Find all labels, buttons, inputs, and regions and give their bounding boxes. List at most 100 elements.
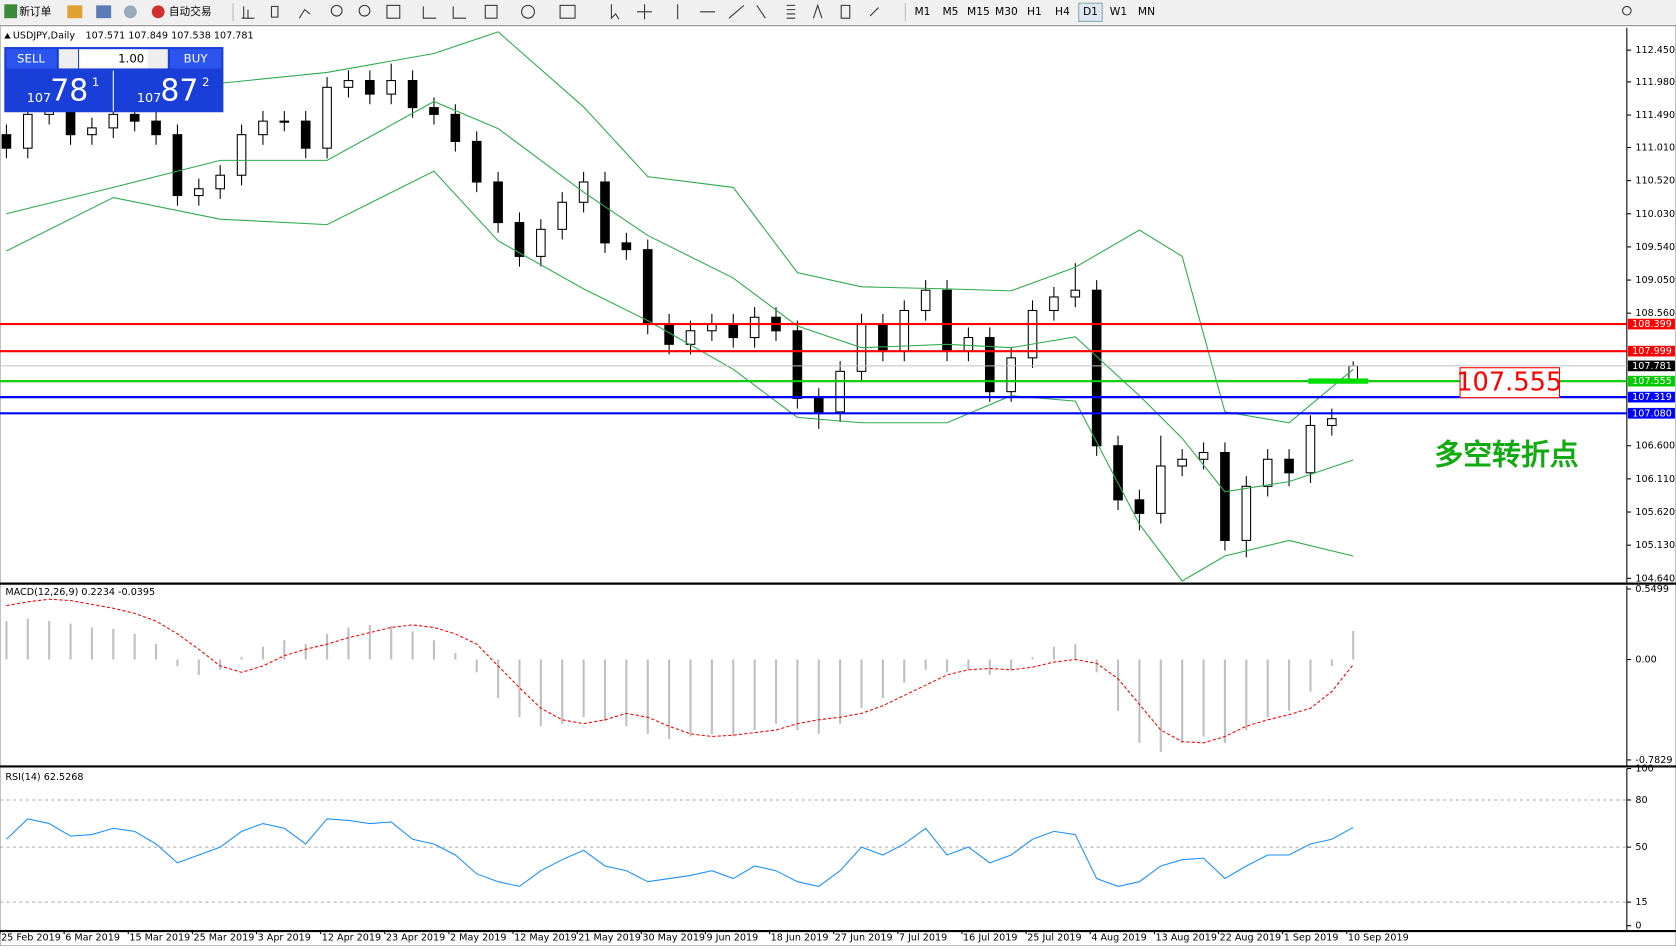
ask-small[interactable]: 2: [202, 75, 209, 89]
candle-body: [835, 370, 845, 413]
candle-body: [942, 289, 952, 352]
candle-body: [514, 222, 525, 257]
bid-small[interactable]: 1: [92, 75, 99, 89]
ask-big[interactable]: 107: [137, 91, 161, 106]
bid-main[interactable]: 78: [50, 73, 88, 108]
toolbar-bg: [0, 0, 1676, 25]
timeframe[interactable]: W1: [1110, 5, 1127, 18]
y-tick-label: 0.5499: [1635, 584, 1669, 595]
candle-body: [1113, 445, 1123, 501]
buy-button[interactable]: [169, 49, 222, 69]
macd-bar: [1010, 659, 1013, 670]
timeframe[interactable]: M1: [914, 5, 930, 18]
candle-body: [129, 113, 140, 122]
level-label-bg: [1627, 375, 1675, 387]
auto-trading-icon[interactable]: [151, 5, 165, 19]
macd-bar: [5, 621, 8, 660]
macd-bar: [1202, 659, 1205, 737]
y-tick-label: 111.490: [1635, 110, 1675, 121]
x-tick-label: 25 Feb 2019: [1, 932, 61, 943]
timeframe[interactable]: M5: [942, 5, 958, 18]
auto-trading[interactable]: 自动交易: [169, 5, 212, 18]
timeframe[interactable]: H1: [1027, 5, 1042, 18]
timeframe[interactable]: MN: [1138, 5, 1155, 18]
macd-bar: [154, 644, 158, 660]
macd-bar: [839, 659, 842, 724]
y-tick-label: 111.980: [1635, 77, 1675, 88]
candle-body: [1134, 499, 1145, 514]
cursor-icon[interactable]: [610, 4, 620, 20]
toolbar-icon[interactable]: [96, 5, 112, 19]
y-tick-label: 100: [1635, 764, 1653, 775]
bid-big[interactable]: 107: [27, 91, 51, 106]
tool-icon[interactable]: [270, 5, 279, 18]
bollinger-lower: [6, 170, 1354, 582]
tool-icon[interactable]: [677, 4, 766, 20]
y-tick-label: 105.130: [1635, 540, 1675, 551]
macd-bar: [817, 659, 820, 734]
timeframe[interactable]: M15: [967, 5, 990, 18]
buy-label[interactable]: BUY: [184, 51, 209, 65]
annotation: 多空转折点: [1434, 437, 1578, 471]
tool-icon[interactable]: [330, 4, 343, 17]
sell-button[interactable]: [6, 49, 57, 69]
macd-bar: [26, 618, 29, 660]
macd-bar: [1052, 646, 1055, 660]
active-timeframe[interactable]: [1078, 2, 1103, 22]
tool-icon[interactable]: [521, 4, 535, 19]
crosshair-icon[interactable]: [637, 4, 653, 20]
x-tick-label: 13 Aug 2019: [1155, 932, 1217, 943]
toolbar: 新订单 自动交易 M1 M5 M15 M30 H1 H4 D1 W1 MN: [0, 0, 1676, 25]
lot-size[interactable]: 1.00: [118, 51, 144, 65]
candle-body: [1049, 296, 1059, 312]
new-order-icon[interactable]: [4, 4, 18, 19]
tool-icon[interactable]: [422, 6, 467, 19]
series-group: [5, 598, 1355, 752]
tool-icon[interactable]: [241, 6, 255, 19]
x-tick-label: 25 Jul 2019: [1027, 932, 1081, 943]
lot-input[interactable]: [79, 49, 149, 69]
rsi-title: RSI(14) 62.5268: [5, 772, 83, 783]
tool-icon[interactable]: [298, 8, 311, 19]
tool-icon[interactable]: [358, 4, 371, 17]
macd-bar: [1074, 644, 1077, 660]
toolbar-icon[interactable]: [67, 5, 83, 19]
y-tick-label: 109.540: [1635, 242, 1675, 253]
chart-title: USDJPY,Daily: [13, 30, 76, 41]
ask-main[interactable]: 87: [160, 73, 198, 108]
tool-icon[interactable]: [559, 4, 576, 19]
bollinger-upper: [6, 31, 1354, 424]
timeframe[interactable]: D1: [1083, 5, 1098, 18]
lot-up[interactable]: [148, 49, 168, 69]
tool-icon[interactable]: [484, 4, 498, 19]
x-tick-label: 12 May 2019: [514, 932, 577, 943]
timeframes: M1 M5 M15 M30 H1 H4 D1 W1 MN: [914, 2, 1155, 22]
new-order[interactable]: 新订单: [19, 5, 51, 18]
candle-body: [1327, 418, 1337, 426]
macd-bar: [497, 659, 500, 698]
plot: 112.450 111.980 111.490 111.010 110.520 110.0…: [0, 27, 1676, 943]
search-icon[interactable]: [1622, 5, 1632, 16]
timeframe[interactable]: H4: [1055, 5, 1070, 18]
candle-body: [1305, 424, 1316, 474]
macd-bar: [924, 659, 927, 670]
level-label-bg: [1627, 345, 1675, 357]
macd-bar: [1330, 659, 1333, 666]
macd-bar: [753, 659, 756, 731]
tool-icon[interactable]: [812, 3, 879, 19]
tool-icon[interactable]: [786, 4, 796, 19]
lot-down[interactable]: [58, 49, 79, 69]
candle-body: [600, 181, 610, 244]
x-tick-label: 27 Jun 2019: [835, 932, 893, 943]
macd-signal: [6, 598, 1354, 744]
candle-body: [365, 80, 375, 95]
candle-body: [1262, 458, 1273, 487]
macd-bar: [1352, 630, 1355, 660]
macd-bar: [133, 633, 136, 660]
toolbar-icon[interactable]: [123, 5, 137, 19]
tool-icon[interactable]: [386, 4, 401, 19]
collapse-icon[interactable]: [4, 33, 11, 39]
sell-label[interactable]: SELL: [17, 51, 45, 65]
x-tick-label: 1 Sep 2019: [1284, 932, 1339, 943]
timeframe[interactable]: M30: [995, 5, 1018, 18]
